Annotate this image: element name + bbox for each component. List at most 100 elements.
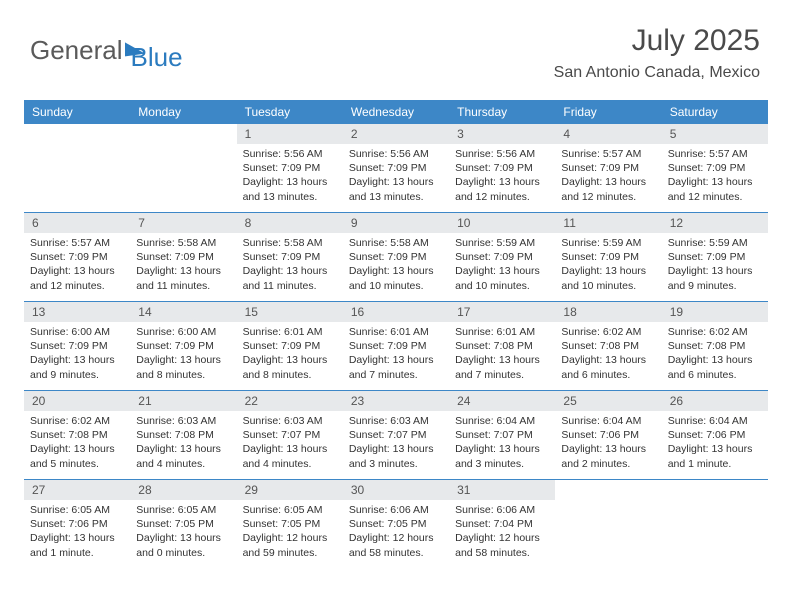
day-number: 9 [343, 213, 449, 233]
day-number: 26 [662, 391, 768, 411]
day-number: 22 [237, 391, 343, 411]
day-body: Sunrise: 5:59 AMSunset: 7:09 PMDaylight:… [662, 233, 768, 299]
week-row: 27Sunrise: 6:05 AMSunset: 7:06 PMDayligh… [24, 479, 768, 568]
calendar-cell: 27Sunrise: 6:05 AMSunset: 7:06 PMDayligh… [24, 480, 130, 568]
day-body: Sunrise: 6:00 AMSunset: 7:09 PMDaylight:… [24, 322, 130, 388]
calendar-cell: 10Sunrise: 5:59 AMSunset: 7:09 PMDayligh… [449, 213, 555, 301]
calendar-cell: 6Sunrise: 5:57 AMSunset: 7:09 PMDaylight… [24, 213, 130, 301]
day-number: 19 [662, 302, 768, 322]
day-body: Sunrise: 6:01 AMSunset: 7:09 PMDaylight:… [237, 322, 343, 388]
calendar-cell: 28Sunrise: 6:05 AMSunset: 7:05 PMDayligh… [130, 480, 236, 568]
day-body: Sunrise: 5:56 AMSunset: 7:09 PMDaylight:… [237, 144, 343, 210]
day-header: Thursday [449, 100, 555, 124]
location-label: San Antonio Canada, Mexico [554, 64, 760, 82]
week-row: 6Sunrise: 5:57 AMSunset: 7:09 PMDaylight… [24, 212, 768, 301]
day-body: Sunrise: 6:02 AMSunset: 7:08 PMDaylight:… [555, 322, 661, 388]
calendar-cell: 11Sunrise: 5:59 AMSunset: 7:09 PMDayligh… [555, 213, 661, 301]
calendar-cell: 31Sunrise: 6:06 AMSunset: 7:04 PMDayligh… [449, 480, 555, 568]
day-number: 25 [555, 391, 661, 411]
day-body: Sunrise: 5:59 AMSunset: 7:09 PMDaylight:… [555, 233, 661, 299]
day-body: Sunrise: 5:57 AMSunset: 7:09 PMDaylight:… [662, 144, 768, 210]
day-body: Sunrise: 5:57 AMSunset: 7:09 PMDaylight:… [24, 233, 130, 299]
day-number: 5 [662, 124, 768, 144]
day-number: 30 [343, 480, 449, 500]
day-body: Sunrise: 5:59 AMSunset: 7:09 PMDaylight:… [449, 233, 555, 299]
day-number: 3 [449, 124, 555, 144]
week-row: ....1Sunrise: 5:56 AMSunset: 7:09 PMDayl… [24, 124, 768, 212]
day-header: Friday [555, 100, 661, 124]
calendar-cell: 25Sunrise: 6:04 AMSunset: 7:06 PMDayligh… [555, 391, 661, 479]
day-body: Sunrise: 6:04 AMSunset: 7:07 PMDaylight:… [449, 411, 555, 477]
day-body: Sunrise: 5:58 AMSunset: 7:09 PMDaylight:… [237, 233, 343, 299]
day-body: Sunrise: 6:06 AMSunset: 7:04 PMDaylight:… [449, 500, 555, 566]
calendar-cell: .. [130, 124, 236, 212]
day-number: 6 [24, 213, 130, 233]
calendar-cell: 20Sunrise: 6:02 AMSunset: 7:08 PMDayligh… [24, 391, 130, 479]
day-header: Wednesday [343, 100, 449, 124]
calendar-cell: 24Sunrise: 6:04 AMSunset: 7:07 PMDayligh… [449, 391, 555, 479]
calendar-cell: 9Sunrise: 5:58 AMSunset: 7:09 PMDaylight… [343, 213, 449, 301]
day-header-row: SundayMondayTuesdayWednesdayThursdayFrid… [24, 100, 768, 124]
month-title: July 2025 [554, 24, 760, 58]
day-body: Sunrise: 6:02 AMSunset: 7:08 PMDaylight:… [662, 322, 768, 388]
day-number: 15 [237, 302, 343, 322]
calendar-cell: 16Sunrise: 6:01 AMSunset: 7:09 PMDayligh… [343, 302, 449, 390]
day-number: 21 [130, 391, 236, 411]
header-right: July 2025 San Antonio Canada, Mexico [554, 24, 760, 82]
day-number: 16 [343, 302, 449, 322]
calendar-cell: 23Sunrise: 6:03 AMSunset: 7:07 PMDayligh… [343, 391, 449, 479]
calendar-cell: 19Sunrise: 6:02 AMSunset: 7:08 PMDayligh… [662, 302, 768, 390]
calendar-cell: 4Sunrise: 5:57 AMSunset: 7:09 PMDaylight… [555, 124, 661, 212]
day-body: Sunrise: 5:56 AMSunset: 7:09 PMDaylight:… [343, 144, 449, 210]
calendar-cell: 1Sunrise: 5:56 AMSunset: 7:09 PMDaylight… [237, 124, 343, 212]
calendar-cell: 29Sunrise: 6:05 AMSunset: 7:05 PMDayligh… [237, 480, 343, 568]
day-body: Sunrise: 6:06 AMSunset: 7:05 PMDaylight:… [343, 500, 449, 566]
day-body: Sunrise: 6:04 AMSunset: 7:06 PMDaylight:… [662, 411, 768, 477]
day-number: 20 [24, 391, 130, 411]
calendar-cell: .. [555, 480, 661, 568]
day-number: 13 [24, 302, 130, 322]
calendar: SundayMondayTuesdayWednesdayThursdayFrid… [24, 100, 768, 568]
calendar-cell: 21Sunrise: 6:03 AMSunset: 7:08 PMDayligh… [130, 391, 236, 479]
calendar-cell: 3Sunrise: 5:56 AMSunset: 7:09 PMDaylight… [449, 124, 555, 212]
day-body: Sunrise: 6:01 AMSunset: 7:09 PMDaylight:… [343, 322, 449, 388]
day-body: Sunrise: 6:03 AMSunset: 7:08 PMDaylight:… [130, 411, 236, 477]
day-body: Sunrise: 6:03 AMSunset: 7:07 PMDaylight:… [343, 411, 449, 477]
day-number: 29 [237, 480, 343, 500]
day-number: 8 [237, 213, 343, 233]
day-header: Saturday [662, 100, 768, 124]
logo: General Blue [30, 28, 183, 73]
calendar-cell: 26Sunrise: 6:04 AMSunset: 7:06 PMDayligh… [662, 391, 768, 479]
calendar-cell: 13Sunrise: 6:00 AMSunset: 7:09 PMDayligh… [24, 302, 130, 390]
day-number: 11 [555, 213, 661, 233]
day-number: 28 [130, 480, 236, 500]
logo-triangle-icon [125, 39, 145, 56]
day-body: Sunrise: 6:05 AMSunset: 7:05 PMDaylight:… [130, 500, 236, 566]
calendar-cell: 2Sunrise: 5:56 AMSunset: 7:09 PMDaylight… [343, 124, 449, 212]
day-number: 18 [555, 302, 661, 322]
calendar-cell: 5Sunrise: 5:57 AMSunset: 7:09 PMDaylight… [662, 124, 768, 212]
day-number: 10 [449, 213, 555, 233]
calendar-cell: 12Sunrise: 5:59 AMSunset: 7:09 PMDayligh… [662, 213, 768, 301]
day-body: Sunrise: 5:58 AMSunset: 7:09 PMDaylight:… [343, 233, 449, 299]
week-row: 20Sunrise: 6:02 AMSunset: 7:08 PMDayligh… [24, 390, 768, 479]
day-body: Sunrise: 6:03 AMSunset: 7:07 PMDaylight:… [237, 411, 343, 477]
calendar-cell: 14Sunrise: 6:00 AMSunset: 7:09 PMDayligh… [130, 302, 236, 390]
day-header: Tuesday [237, 100, 343, 124]
day-body: Sunrise: 6:00 AMSunset: 7:09 PMDaylight:… [130, 322, 236, 388]
day-header: Monday [130, 100, 236, 124]
calendar-cell: .. [24, 124, 130, 212]
day-number: 17 [449, 302, 555, 322]
day-number: 24 [449, 391, 555, 411]
day-number: 23 [343, 391, 449, 411]
day-body: Sunrise: 6:02 AMSunset: 7:08 PMDaylight:… [24, 411, 130, 477]
day-body: Sunrise: 6:04 AMSunset: 7:06 PMDaylight:… [555, 411, 661, 477]
day-header: Sunday [24, 100, 130, 124]
day-body: Sunrise: 5:57 AMSunset: 7:09 PMDaylight:… [555, 144, 661, 210]
calendar-cell: 22Sunrise: 6:03 AMSunset: 7:07 PMDayligh… [237, 391, 343, 479]
day-number: 14 [130, 302, 236, 322]
day-body: Sunrise: 6:01 AMSunset: 7:08 PMDaylight:… [449, 322, 555, 388]
day-body: Sunrise: 6:05 AMSunset: 7:05 PMDaylight:… [237, 500, 343, 566]
calendar-cell: .. [662, 480, 768, 568]
day-number: 31 [449, 480, 555, 500]
